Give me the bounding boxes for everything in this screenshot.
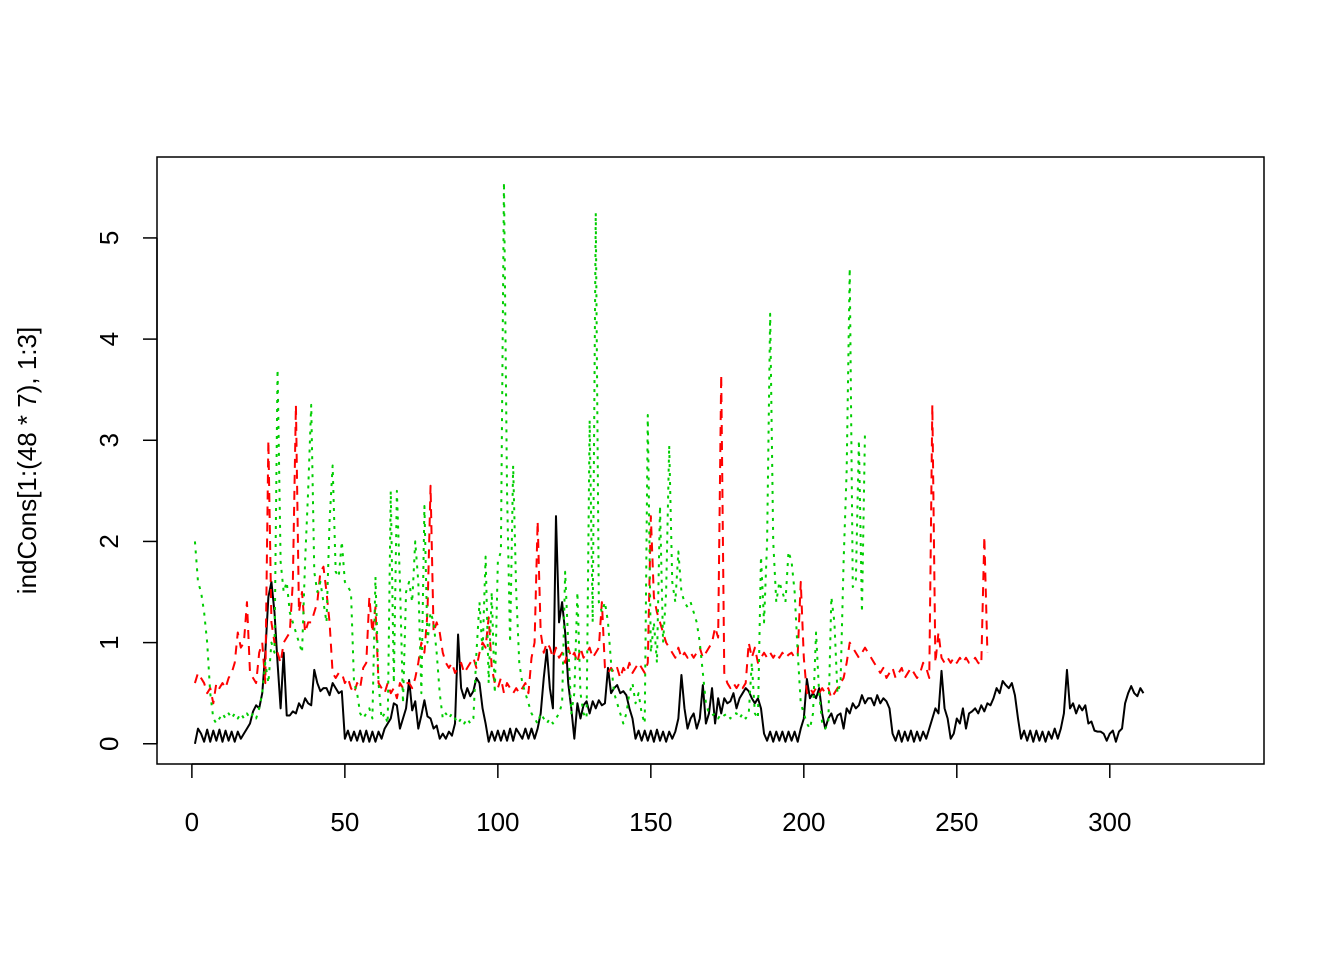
y-axis-title: indCons[1:(48 * 7), 1:3] [12,327,42,594]
series-line-3 [193,181,867,730]
y-axis: 0 1 2 3 4 5 [94,231,158,751]
series-layer [193,181,1145,744]
y-tick-label: 2 [94,534,124,548]
y-tick-label: 1 [94,635,124,649]
plot-frame [156,156,1265,765]
y-tick-label: 0 [94,737,124,751]
x-tick-label: 250 [935,807,978,837]
x-tick-label: 100 [476,807,519,837]
y-tick-label: 5 [94,231,124,245]
x-tick-label: 300 [1088,807,1131,837]
x-tick-label: 200 [782,807,825,837]
x-tick-label: 50 [330,807,359,837]
series-line-1 [193,515,1145,744]
y-tick-label: 4 [94,332,124,346]
x-tick-label: 150 [629,807,672,837]
series-line-2 [193,373,989,705]
x-tick-label: 0 [185,807,199,837]
y-tick-label: 3 [94,433,124,447]
x-axis: 0 50 100 150 200 250 300 [185,763,1131,837]
